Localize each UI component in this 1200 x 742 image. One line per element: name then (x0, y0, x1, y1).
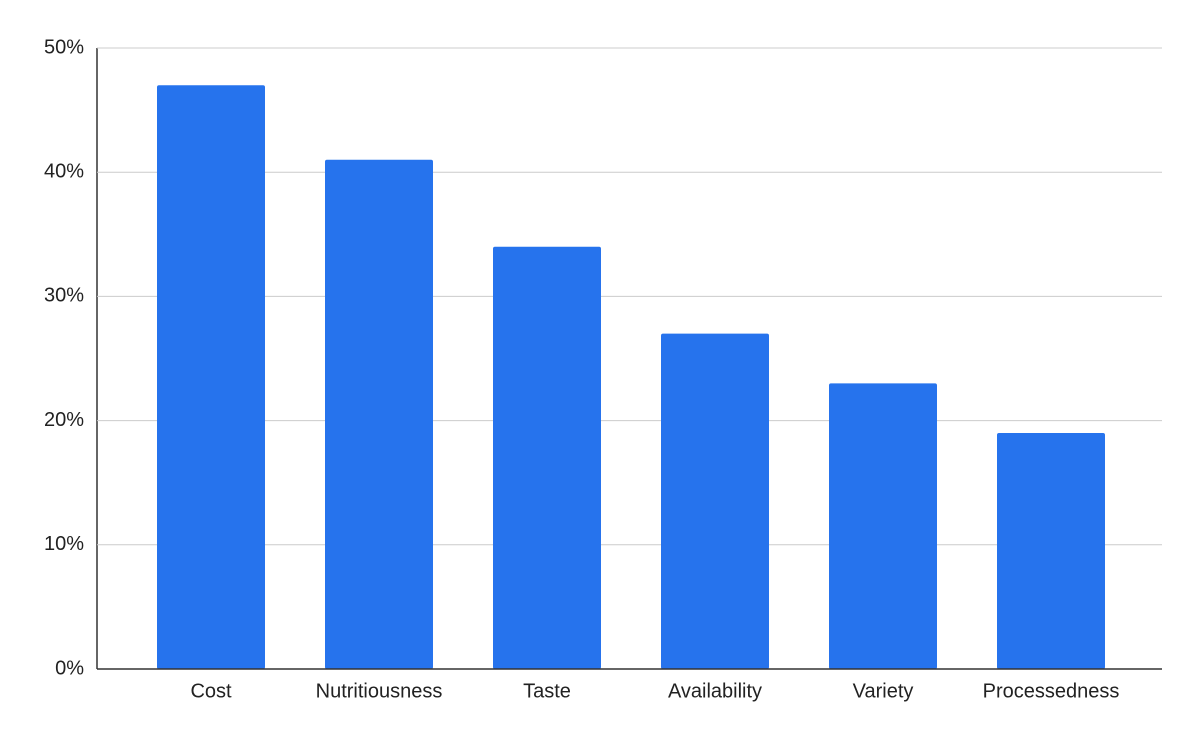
x-tick-label: Processedness (983, 680, 1120, 702)
bar (829, 383, 937, 669)
x-tick-label: Taste (523, 680, 571, 702)
y-tick-label: 20% (44, 409, 84, 431)
y-tick-label: 30% (44, 285, 84, 307)
y-tick-label: 10% (44, 533, 84, 555)
y-tick-label: 40% (44, 160, 84, 182)
x-tick-label: Variety (853, 680, 914, 702)
bar (997, 433, 1105, 669)
bar (661, 333, 769, 669)
y-tick-label: 50% (44, 36, 84, 58)
bar (493, 246, 601, 669)
x-tick-label: Availability (668, 680, 762, 702)
bar (325, 159, 433, 669)
bar (157, 85, 265, 669)
x-tick-label: Cost (190, 680, 232, 702)
y-tick-label: 0% (55, 657, 84, 679)
x-tick-label: Nutritiousness (316, 680, 443, 702)
